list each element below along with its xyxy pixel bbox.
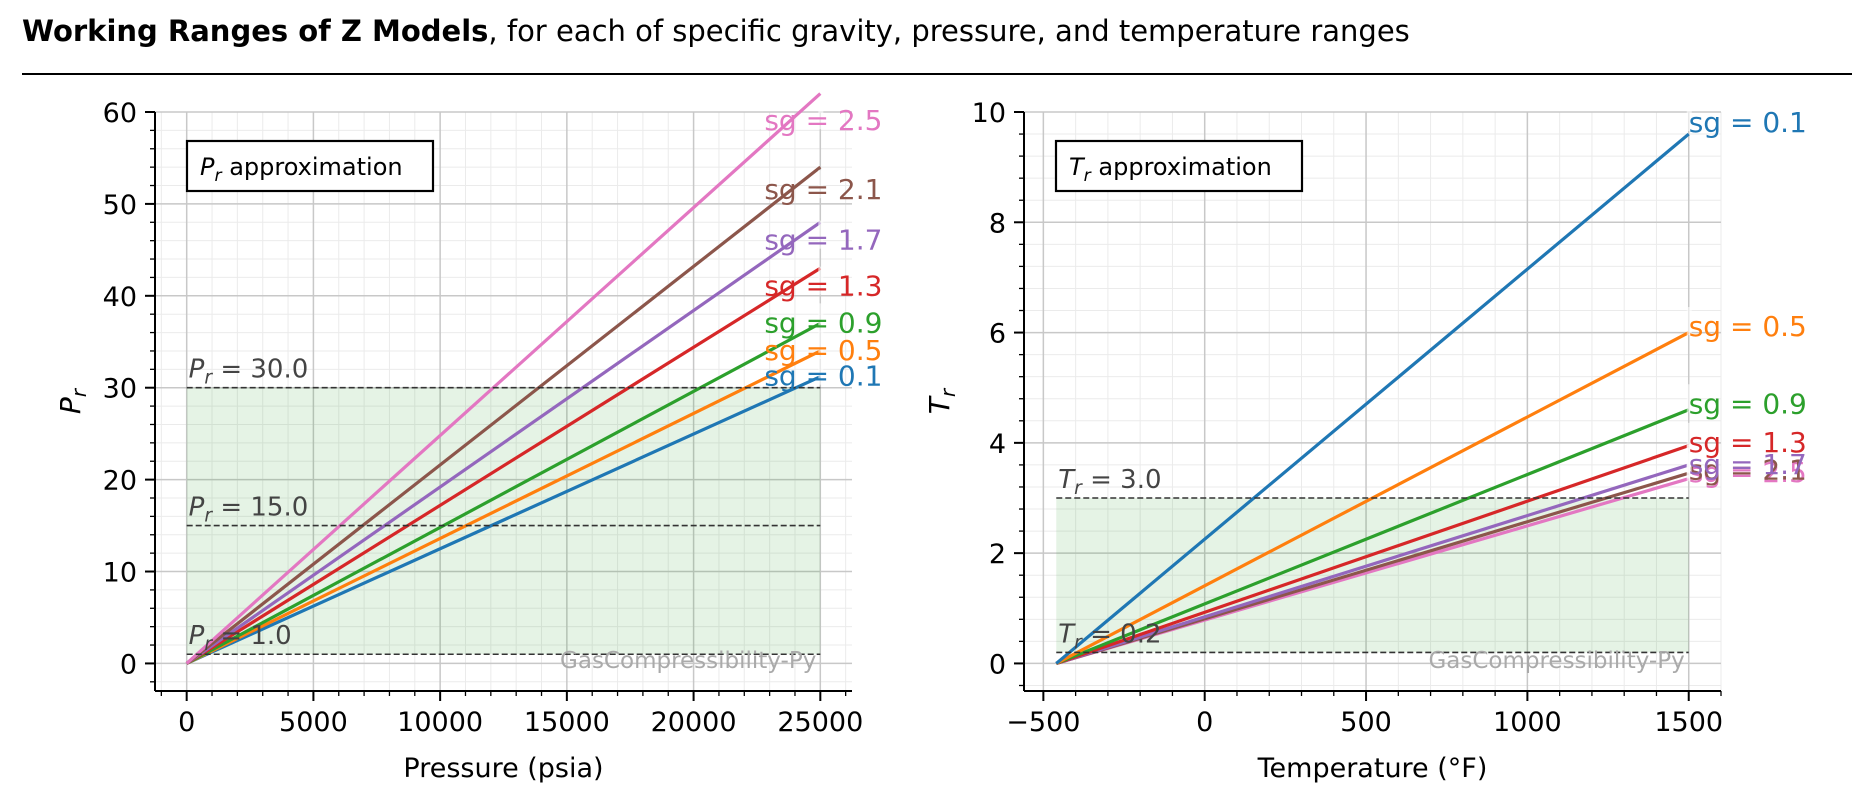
series-label: sg = 2.5 (1689, 456, 1807, 489)
series-label: sg = 0.5 (764, 334, 882, 367)
title-divider (22, 73, 1852, 75)
series-line (185, 266, 822, 665)
range-label: Pr = 30.0 (189, 355, 309, 389)
y-tick-label: 8 (989, 208, 1006, 239)
approximation-box (185, 139, 435, 193)
y-tick-label: 6 (989, 319, 1006, 350)
y-tick-label: 0 (120, 649, 137, 680)
range-label: Tr = 0.2 (1058, 619, 1161, 653)
figure-title: Working Ranges of Z Models, for each of … (22, 14, 1410, 48)
series-label: sg = 2.1 (764, 173, 882, 206)
approximation-label: Tr approximation (1069, 153, 1272, 186)
x-tick-label: 500 (1340, 707, 1392, 738)
x-tick-label: 1500 (1654, 707, 1723, 738)
y-tick-label: 4 (989, 429, 1006, 460)
series-label-bg (1686, 307, 1692, 336)
range-label: Tr = 3.0 (1058, 465, 1161, 499)
series-line (185, 349, 822, 665)
series-label-bg (818, 170, 824, 199)
y-tick-label: 2 (989, 539, 1006, 570)
x-tick-label: 15000 (524, 707, 610, 738)
y-axis-label: Tr (923, 387, 960, 414)
series-label: sg = 0.9 (764, 306, 882, 339)
series-line (186, 375, 821, 665)
figure-title-bold: Working Ranges of Z Models (22, 14, 489, 48)
series-line (1055, 444, 1690, 665)
chart-pressure: Pr = 30.0Pr = 15.0Pr = 1.0sg = 0.1sg = 0… (54, 92, 882, 784)
series-line (1055, 408, 1690, 665)
y-tick-label: 10 (103, 558, 137, 589)
series-line (185, 220, 822, 665)
range-label: Pr = 15.0 (189, 493, 309, 527)
x-tick-label: 0 (178, 707, 195, 738)
series-label: sg = 1.3 (764, 270, 882, 303)
x-tick-label: 25000 (777, 707, 863, 738)
series-line (185, 165, 822, 665)
series-label: sg = 0.5 (1689, 310, 1807, 343)
series-label: sg = 2.5 (764, 104, 882, 137)
range-label: Pr = 1.0 (189, 621, 292, 655)
x-tick-label: 5000 (279, 707, 348, 738)
x-tick-label: −500 (1006, 707, 1080, 738)
series-label-bg (818, 330, 824, 359)
series-label-bg (818, 303, 824, 332)
series-label: sg = 1.7 (764, 224, 882, 257)
series-label: sg = 0.9 (1689, 387, 1807, 420)
y-tick-label: 30 (103, 374, 137, 405)
y-tick-label: 40 (103, 282, 137, 313)
series-line (1055, 132, 1690, 665)
series-label-bg (818, 220, 824, 249)
series-label: sg = 1.3 (1689, 426, 1807, 459)
series-line (185, 321, 822, 665)
x-axis-label: Temperature (°F) (1257, 753, 1488, 784)
series-label-bg (1686, 422, 1692, 451)
series-label-bg (818, 356, 824, 385)
x-tick-label: 1000 (1493, 707, 1562, 738)
watermark: GasCompressibility-Py (560, 648, 816, 674)
series-label-bg (818, 266, 824, 295)
y-tick-label: 50 (103, 190, 137, 221)
series-label-bg (1686, 384, 1692, 413)
approximation-label: Pr approximation (200, 153, 403, 186)
series-label-bg (1686, 444, 1692, 473)
y-tick-label: 10 (972, 98, 1006, 129)
series-label-bg (1686, 103, 1692, 132)
y-axis-label: Pr (54, 387, 91, 414)
x-tick-label: 0 (1196, 707, 1213, 738)
figure-title-rest: , for each of specific gravity, pressure… (488, 14, 1410, 48)
series-label: sg = 1.7 (1689, 448, 1807, 481)
y-tick-label: 20 (103, 466, 137, 497)
series-label: sg = 2.1 (1689, 453, 1807, 486)
x-tick-label: 10000 (397, 707, 483, 738)
chart-temperature: Tr = 3.0 Tr = 0.2 sg = 2.5sg = 2.1sg = 1.7… (923, 98, 1807, 784)
series-line (185, 92, 822, 665)
series-label: sg = 0.1 (764, 360, 882, 393)
y-tick-label: 60 (103, 98, 137, 129)
approximation-box (1054, 139, 1304, 193)
series-label-bg (818, 101, 824, 130)
series-label: sg = 0.1 (1689, 106, 1807, 139)
x-tick-label: 20000 (651, 707, 737, 738)
y-tick-label: 0 (989, 649, 1006, 680)
watermark: GasCompressibility-Py (1428, 648, 1684, 674)
x-axis-label: Pressure (psia) (403, 753, 603, 784)
